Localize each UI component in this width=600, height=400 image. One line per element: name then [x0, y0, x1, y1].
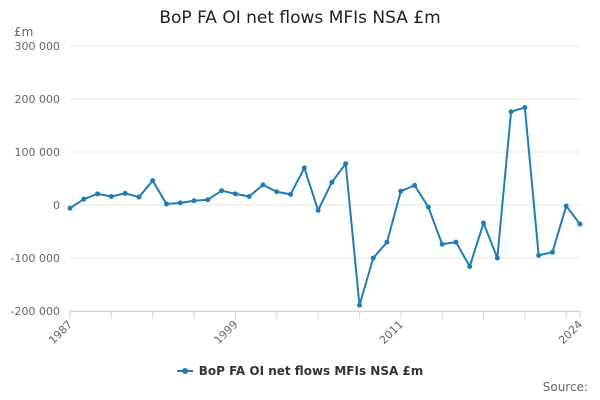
data-point [522, 104, 528, 110]
series-line [69, 106, 581, 307]
y-tick-label: 0 [53, 199, 60, 212]
data-point [315, 207, 321, 213]
y-tick-label: -200 000 [11, 305, 60, 318]
series-group [67, 104, 583, 308]
data-point [246, 194, 252, 200]
data-point [577, 221, 583, 227]
data-point [439, 241, 445, 247]
grid-lines [70, 45, 580, 312]
data-point [177, 200, 183, 206]
data-point [343, 161, 349, 167]
legend-label: BoP FA OI net flows MFIs NSA £m [198, 364, 424, 378]
data-point [150, 178, 156, 184]
y-tick-label: -100 000 [11, 252, 60, 265]
x-axis: 1987 1999 2011 2024 [46, 311, 585, 347]
y-tick-label: 200 000 [15, 93, 61, 106]
data-point [384, 239, 390, 245]
x-tick-label: 1999 [212, 318, 241, 347]
data-point [274, 189, 280, 195]
data-point [122, 190, 128, 196]
data-point [563, 203, 569, 209]
data-point [370, 255, 376, 261]
data-point [136, 194, 142, 200]
data-point [494, 255, 500, 261]
data-point [549, 249, 555, 255]
data-point [412, 182, 418, 188]
data-point [163, 201, 169, 207]
data-point [260, 182, 266, 188]
data-point [467, 263, 473, 269]
data-point [205, 197, 211, 203]
legend-swatch [176, 365, 193, 377]
legend[interactable]: BoP FA OI net flows MFIs NSA £m [0, 364, 600, 378]
y-tick-label: 300 000 [15, 40, 61, 53]
data-point [288, 191, 294, 197]
data-point [191, 198, 197, 204]
x-tick-label: 2011 [377, 318, 406, 347]
data-point [398, 188, 404, 194]
source-label: Source: [542, 380, 588, 394]
x-tick-label: 1987 [46, 318, 75, 347]
data-point [536, 252, 542, 258]
data-point [329, 179, 335, 185]
y-axis-label: £m [14, 25, 33, 39]
data-point [67, 205, 73, 211]
data-point [481, 220, 487, 226]
chart-title: BoP FA OI net flows MFIs NSA £m [159, 8, 441, 28]
y-tick-label: 100 000 [15, 146, 61, 159]
data-point [81, 196, 87, 202]
data-point [232, 191, 238, 197]
y-axis: £m -200 000 -100 000 0 100 000 200 000 300 00… [11, 25, 60, 318]
data-point [95, 191, 101, 197]
x-tick-label: 2024 [556, 318, 585, 347]
data-point [356, 302, 362, 308]
data-point [453, 239, 459, 245]
data-point [425, 204, 431, 210]
data-point [108, 194, 114, 200]
data-point [301, 165, 307, 171]
data-point [508, 109, 514, 115]
data-point [219, 188, 225, 194]
